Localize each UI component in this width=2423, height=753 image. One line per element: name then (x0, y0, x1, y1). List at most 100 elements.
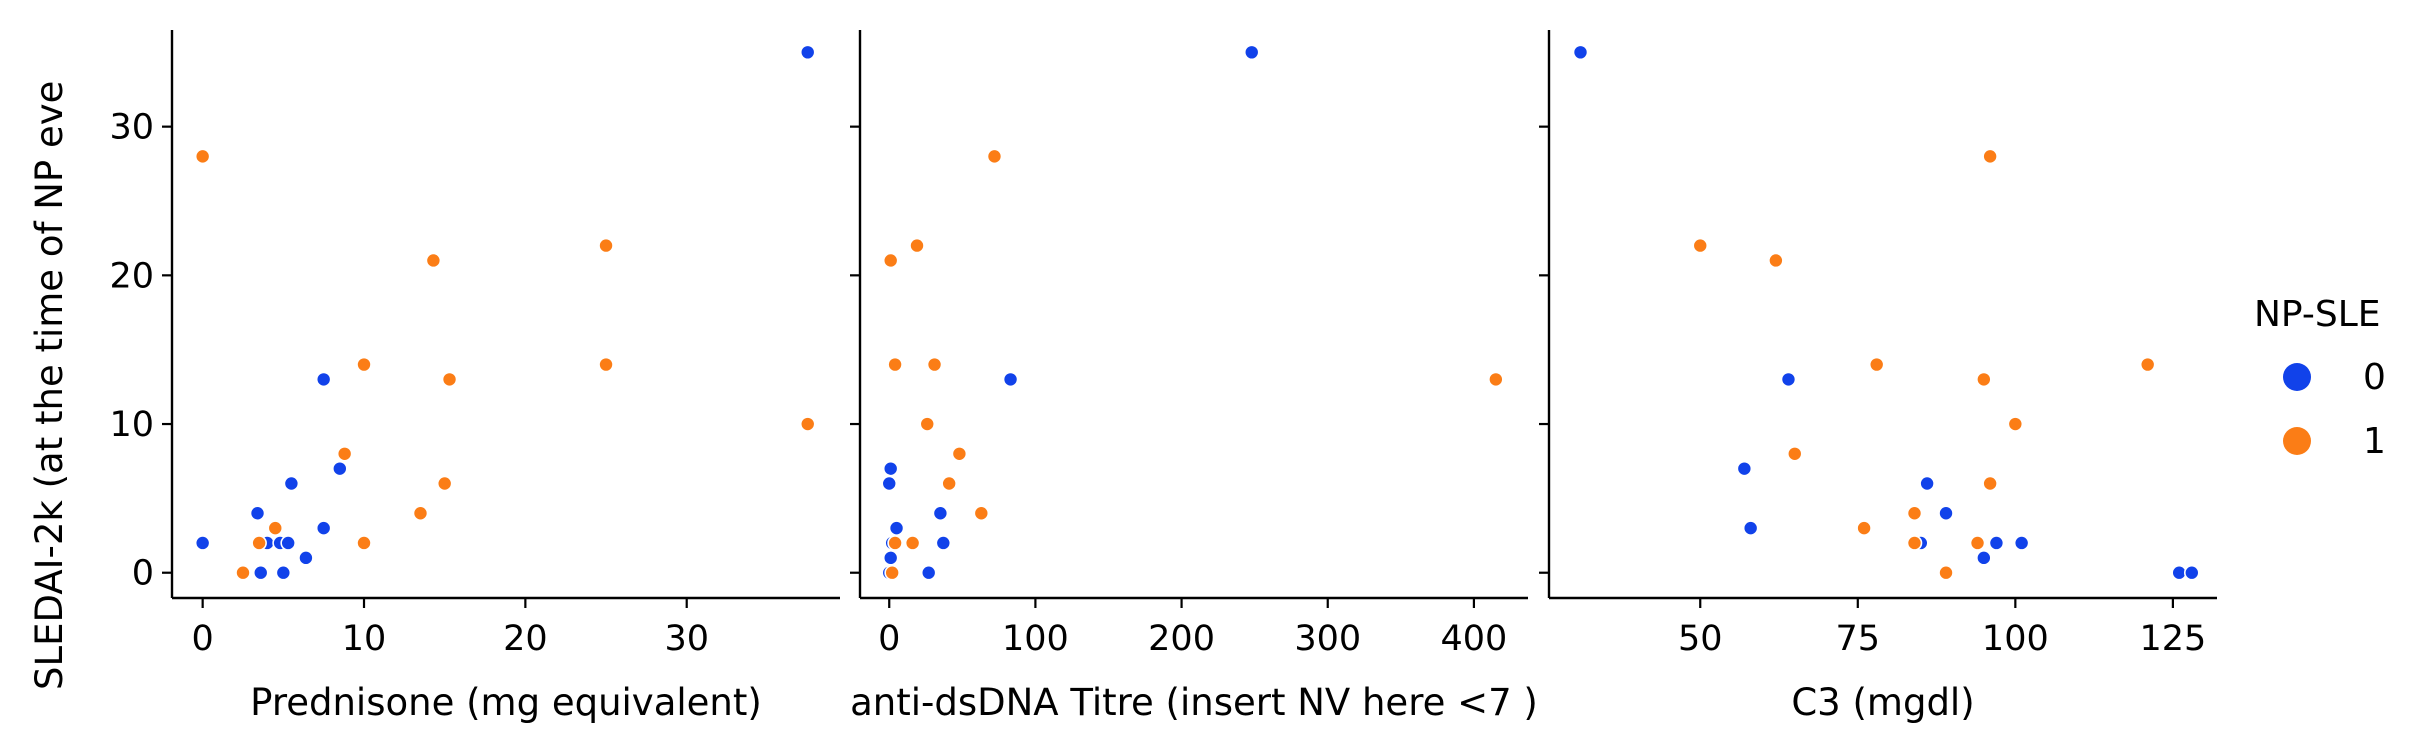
data-point-group-1 (412, 505, 429, 522)
x-tick-label: 125 (2139, 619, 2206, 659)
data-point-group-0 (1919, 475, 1935, 492)
data-point-group-0 (315, 371, 332, 388)
panel-2: 0 100 200 300 400 anti-dsDNA Titre (insert NV… (850, 30, 1538, 724)
data-point-group-1 (1982, 475, 1998, 492)
data-point-group-1 (1976, 371, 1992, 388)
data-point-group-1 (336, 445, 353, 462)
data-point-group-1 (1969, 535, 1986, 551)
data-point-group-0 (2183, 564, 2200, 581)
data-point-group-1 (909, 237, 925, 254)
data-point-group-0 (920, 564, 937, 581)
data-point-group-1 (194, 148, 211, 165)
data-point-group-1 (1488, 371, 1504, 388)
data-point-group-0 (1002, 371, 1019, 388)
data-point-group-0 (249, 505, 266, 522)
x-tick-label: 30 (664, 619, 709, 659)
x-tick-label: 75 (1836, 619, 1881, 659)
legend-label-0: 0 (2363, 357, 2386, 398)
data-point-group-0 (881, 475, 898, 492)
data-point-group-0 (1742, 520, 1759, 536)
data-point-group-1 (882, 252, 899, 269)
data-point-group-0 (1976, 550, 1992, 566)
y-axis-label: SLEDAI-2k (at the time of NP eve (28, 81, 71, 690)
data-point-group-1 (1906, 535, 1923, 551)
x-tick-label: 100 (1002, 619, 1069, 659)
data-point-group-1 (2007, 416, 2024, 432)
data-point-group-1 (2139, 356, 2156, 373)
data-point-group-0 (1572, 44, 1589, 61)
x-axis-label: anti-dsDNA Titre (insert NV here <7 ) (850, 681, 1538, 724)
data-point-group-1 (1982, 148, 1998, 165)
x-tick-label: 0 (192, 619, 214, 659)
data-point-group-1 (1906, 505, 1923, 522)
data-point-group-0 (283, 475, 300, 492)
data-point-group-1 (904, 535, 921, 551)
data-point-group-0 (332, 460, 348, 477)
data-point-group-0 (882, 550, 899, 566)
data-point-group-1 (884, 564, 900, 581)
data-point-group-1 (235, 564, 251, 581)
x-tick-label: 200 (1148, 619, 1215, 659)
data-point-group-1 (973, 505, 990, 522)
data-point-group-0 (252, 564, 269, 581)
data-point-group-1 (951, 445, 968, 462)
data-point-group-1 (1786, 445, 1803, 462)
data-point-group-1 (887, 356, 903, 373)
data-point-group-1 (356, 535, 372, 551)
data-point-group-0 (194, 535, 211, 551)
data-point-group-0 (882, 460, 899, 477)
data-point-group-0 (1988, 535, 2005, 551)
y-tick-label: 10 (109, 405, 154, 445)
data-point-group-1 (598, 356, 614, 373)
legend-label-1: 1 (2363, 421, 2386, 462)
data-point-group-0 (1736, 460, 1753, 477)
data-point-group-0 (2013, 535, 2030, 551)
data-point-group-0 (275, 564, 292, 581)
x-tick-label: 0 (878, 619, 900, 659)
y-tick-label: 30 (109, 108, 154, 148)
data-point-group-0 (932, 505, 949, 522)
legend-marker-1 (2283, 427, 2311, 455)
panel-3: 50 75 100 125 C3 (mgdl) (1539, 30, 2217, 724)
data-point-group-1 (1868, 356, 1885, 373)
data-point-group-1 (425, 252, 442, 269)
data-point-group-1 (598, 237, 614, 254)
panel-1: 0 10 20 30 0 10 20 30 Prednisone (mg equivalent) (109, 30, 840, 724)
data-point-group-0 (315, 520, 332, 536)
y-tick-label: 20 (109, 256, 154, 296)
data-point-group-1 (887, 535, 903, 551)
data-point-group-1 (436, 475, 453, 492)
data-point-group-0 (1938, 505, 1954, 522)
x-tick-label: 100 (1982, 619, 2049, 659)
y-tick-label: 0 (132, 554, 154, 594)
x-axis-label: C3 (mgdl) (1791, 681, 1974, 724)
data-point-group-0 (298, 550, 314, 566)
data-point-group-1 (251, 535, 267, 551)
data-point-group-1 (267, 520, 284, 536)
data-point-group-0 (1780, 371, 1797, 388)
x-tick-label: 10 (342, 619, 387, 659)
data-point-group-1 (986, 148, 1003, 165)
data-point-group-1 (1768, 252, 1784, 269)
data-point-group-0 (799, 44, 816, 61)
data-point-group-1 (441, 371, 458, 388)
data-point-group-1 (356, 356, 372, 373)
data-point-group-1 (941, 475, 957, 492)
x-tick-label: 50 (1678, 619, 1723, 659)
data-point-group-1 (799, 416, 816, 432)
data-point-group-0 (888, 520, 905, 536)
data-point-group-1 (1856, 520, 1872, 536)
data-point-group-0 (280, 535, 296, 551)
data-point-group-1 (926, 356, 943, 373)
data-point-group-1 (1938, 564, 1954, 581)
x-tick-label: 20 (503, 619, 548, 659)
data-point-group-1 (919, 416, 936, 432)
data-point-group-0 (1243, 44, 1260, 61)
data-point-group-0 (935, 535, 952, 551)
x-tick-label: 300 (1294, 619, 1361, 659)
legend: NP-SLE 0 1 (2254, 294, 2386, 462)
x-axis-label: Prednisone (mg equivalent) (250, 681, 762, 724)
legend-marker-0 (2283, 363, 2311, 391)
data-point-group-1 (1692, 237, 1709, 254)
